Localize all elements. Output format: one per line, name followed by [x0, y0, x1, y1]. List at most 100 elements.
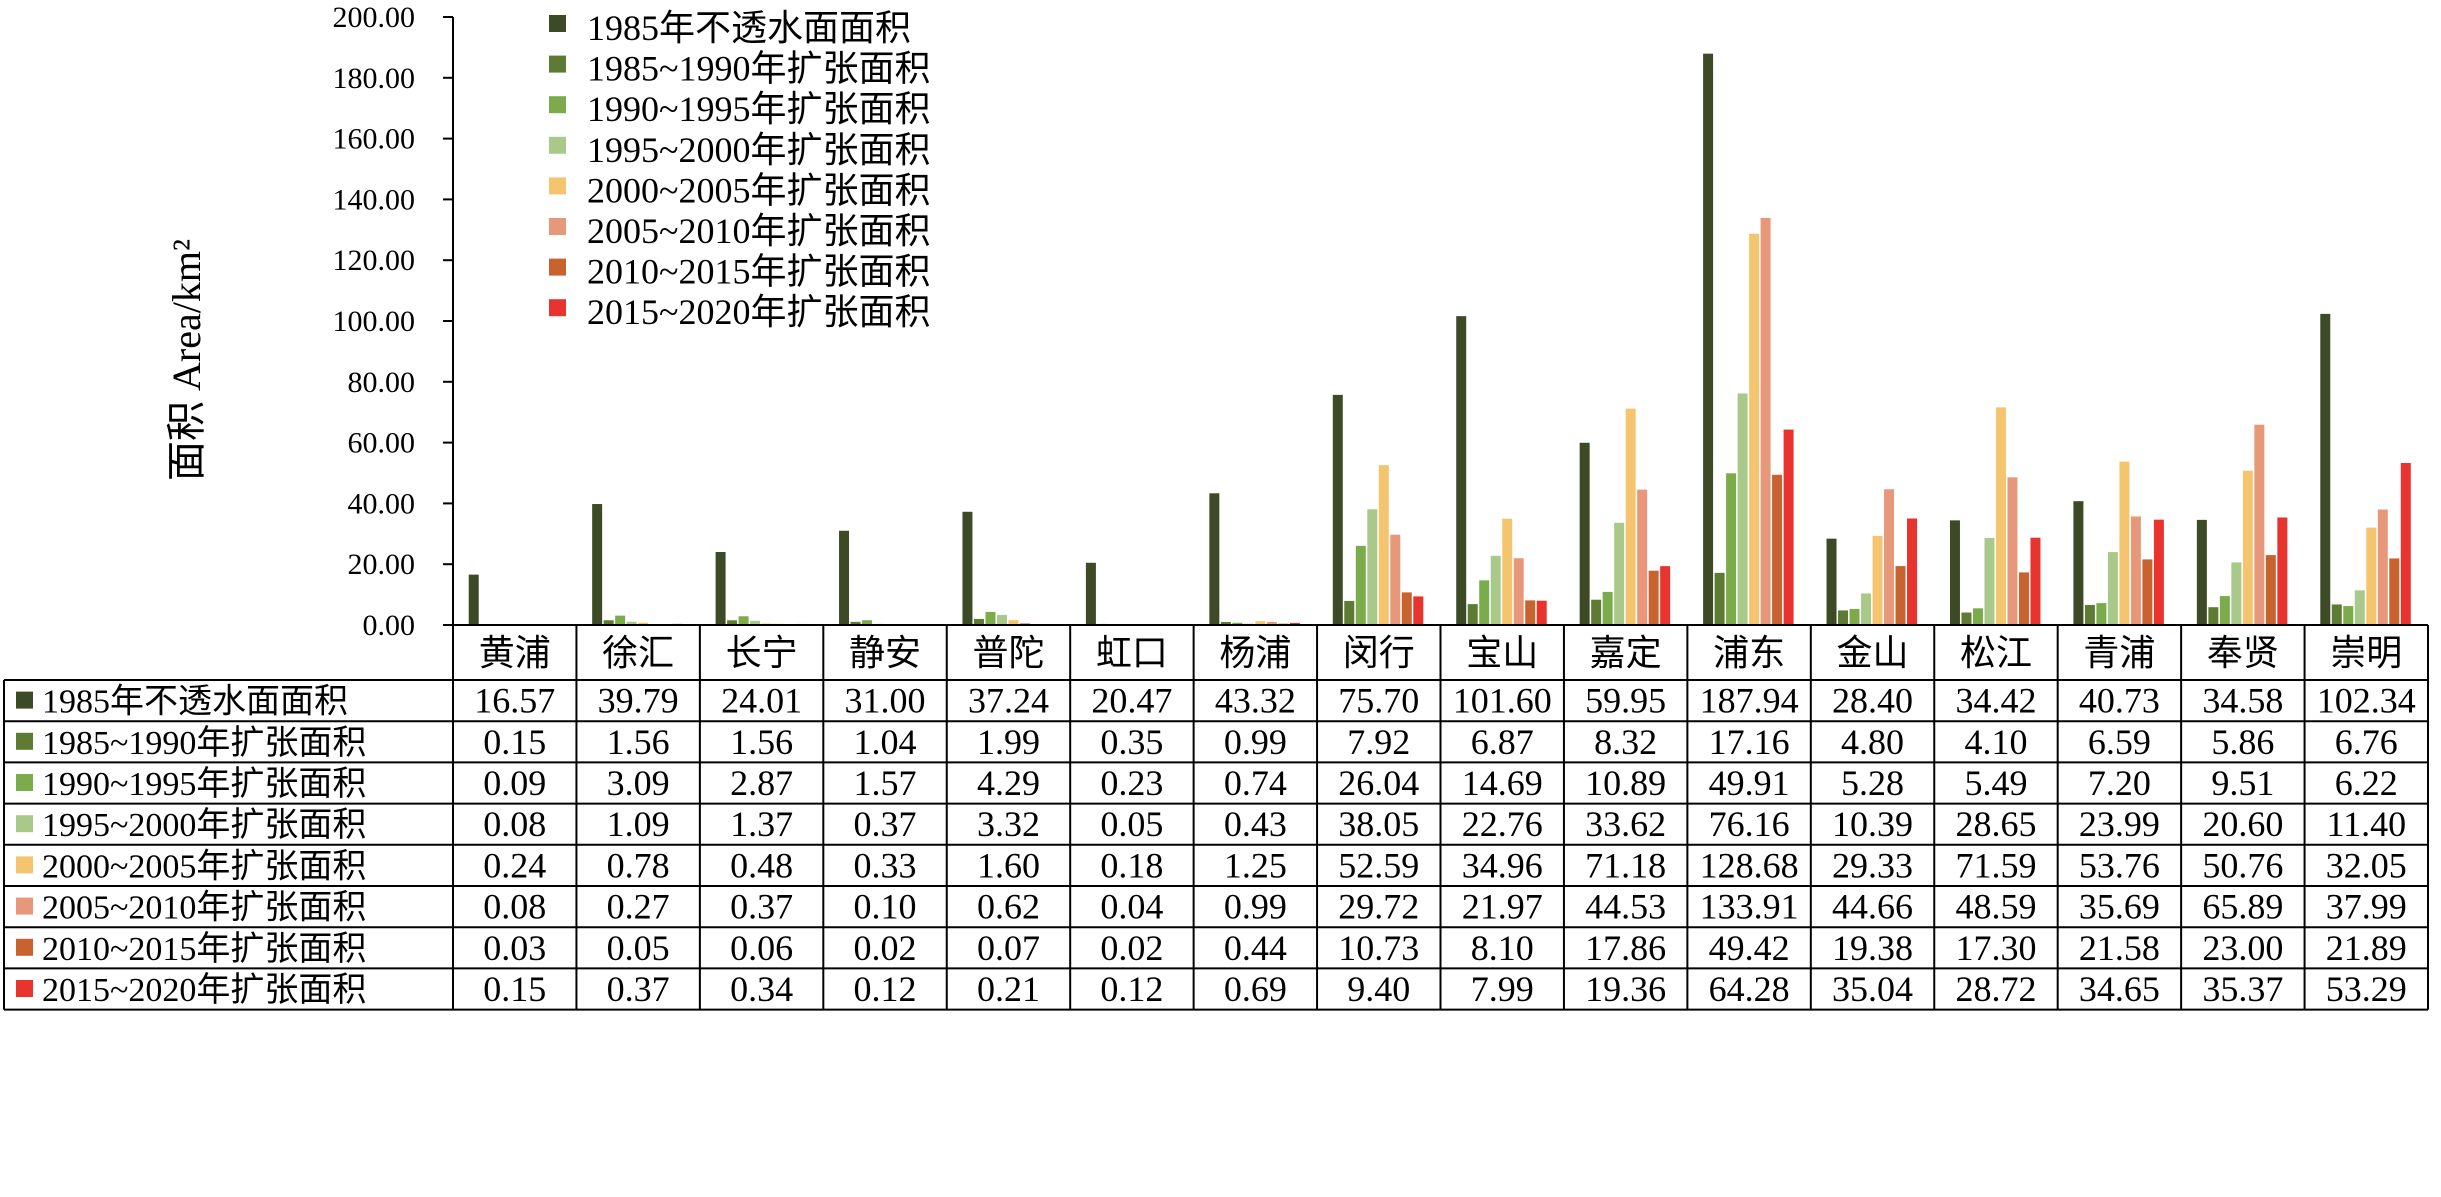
y-tick-label: 60.00 [348, 427, 416, 460]
bar [1995, 407, 2006, 625]
category-label: 宝山 [1466, 633, 1538, 674]
table-cell: 10.73 [1338, 928, 1419, 968]
bar [1344, 600, 1355, 625]
bar [1760, 217, 1771, 625]
bar [839, 530, 850, 625]
table-cell: 48.59 [1955, 887, 2036, 927]
table-cell: 21.58 [2079, 928, 2160, 968]
bar [626, 621, 637, 625]
bar [2153, 519, 2164, 625]
category-label: 崇明 [2330, 633, 2402, 674]
table-cell: 21.97 [1462, 887, 1543, 927]
table-cell: 6.22 [2335, 763, 2398, 803]
legend-entry: 1990~1995年扩张面积 [587, 89, 930, 129]
table-cell: 20.47 [1091, 681, 1172, 721]
bar [1726, 473, 1737, 625]
table-cell: 1.09 [607, 804, 670, 844]
bar [1602, 591, 1613, 625]
bar [1749, 233, 1760, 625]
table-cell: 0.05 [1100, 804, 1163, 844]
bar [2096, 603, 2107, 625]
legend-swatch [549, 96, 566, 114]
bar [2142, 559, 2153, 625]
bar [1467, 604, 1478, 625]
table-cell: 6.87 [1471, 722, 1534, 762]
legend-entry: 1985年不透水面面积 [587, 8, 911, 48]
bar [2354, 590, 2365, 625]
bar [1984, 537, 1995, 625]
y-tick-label: 120.00 [333, 244, 416, 277]
table-cell: 0.18 [1100, 845, 1163, 885]
table-cell: 7.99 [1471, 969, 1534, 1009]
y-axis-label: 面积 Area/km² [164, 239, 209, 481]
table-cell: 0.21 [977, 969, 1040, 1009]
category-label: 徐汇 [602, 633, 674, 674]
table-cell: 0.78 [607, 845, 670, 885]
table-cell: 35.69 [2079, 887, 2160, 927]
table-cell: 0.15 [483, 969, 546, 1009]
bar [2277, 517, 2288, 625]
table-cell: 53.29 [2326, 969, 2407, 1009]
table-cell: 40.73 [2079, 681, 2160, 721]
table-cell: 0.06 [730, 928, 793, 968]
table-cell: 0.35 [1100, 722, 1163, 762]
bar [1490, 555, 1501, 625]
bar [1536, 600, 1547, 625]
bar [2231, 562, 2242, 625]
table-cell: 0.62 [977, 887, 1040, 927]
table-cell: 0.33 [854, 845, 917, 885]
legend-entry: 1985~1990年扩张面积 [587, 49, 930, 89]
table-cell: 3.32 [977, 804, 1040, 844]
bar [1378, 465, 1389, 625]
table-cell: 3.09 [607, 763, 670, 803]
legend-entry: 2000~2005年扩张面积 [587, 170, 930, 210]
table-cell: 65.89 [2202, 887, 2283, 927]
table-cell: 71.18 [1585, 845, 1666, 885]
table-cell: 1.25 [1224, 845, 1287, 885]
category-label: 虹口 [1096, 633, 1168, 674]
table-cell: 0.12 [1100, 969, 1163, 1009]
table-cell: 33.62 [1585, 804, 1666, 844]
table-row-label: 1995~2000年扩张面积 [42, 806, 366, 844]
table-cell: 23.00 [2202, 928, 2283, 968]
bar [2007, 477, 2018, 625]
bar [1220, 621, 1231, 625]
y-tick-label: 200.00 [333, 1, 416, 34]
bar [1703, 53, 1714, 625]
legend-entry: 2015~2020年扩张面积 [587, 292, 930, 332]
table-cell: 32.05 [2326, 845, 2407, 885]
table-cell: 1.99 [977, 722, 1040, 762]
table-cell: 0.43 [1224, 804, 1287, 844]
table-cell: 44.53 [1585, 887, 1666, 927]
table-cell: 59.95 [1585, 681, 1666, 721]
category-label: 杨浦 [1219, 633, 1291, 674]
table-cell: 0.37 [854, 804, 917, 844]
y-tick-label: 40.00 [348, 487, 416, 520]
table-legend-swatch [16, 815, 33, 833]
bar [1884, 489, 1895, 625]
table-cell: 7.92 [1347, 722, 1410, 762]
legend-swatch [549, 218, 566, 235]
table-cell: 29.33 [1832, 845, 1913, 885]
table-cell: 0.02 [854, 928, 917, 968]
table-legend-swatch [16, 938, 33, 956]
y-tick-label: 20.00 [348, 548, 416, 581]
table-cell: 19.38 [1832, 928, 1913, 968]
category-label: 奉贤 [2207, 633, 2279, 674]
table-cell: 0.74 [1224, 763, 1287, 803]
bar [973, 618, 984, 625]
bar [1972, 608, 1983, 625]
table-cell: 64.28 [1709, 969, 1790, 1009]
legend-entry: 1995~2000年扩张面积 [587, 130, 930, 170]
table-cell: 21.89 [2326, 928, 2407, 968]
table-row-label: 2000~2005年扩张面积 [42, 847, 366, 885]
table-legend-swatch [16, 774, 33, 791]
table-cell: 9.51 [2211, 763, 2274, 803]
bar [2331, 604, 2342, 625]
table-cell: 0.10 [854, 887, 917, 927]
table-cell: 39.79 [598, 681, 679, 721]
category-label: 松江 [1960, 633, 2032, 674]
table-cell: 37.24 [968, 681, 1049, 721]
table-cell: 28.65 [1955, 804, 2036, 844]
table-legend-swatch [16, 732, 33, 750]
